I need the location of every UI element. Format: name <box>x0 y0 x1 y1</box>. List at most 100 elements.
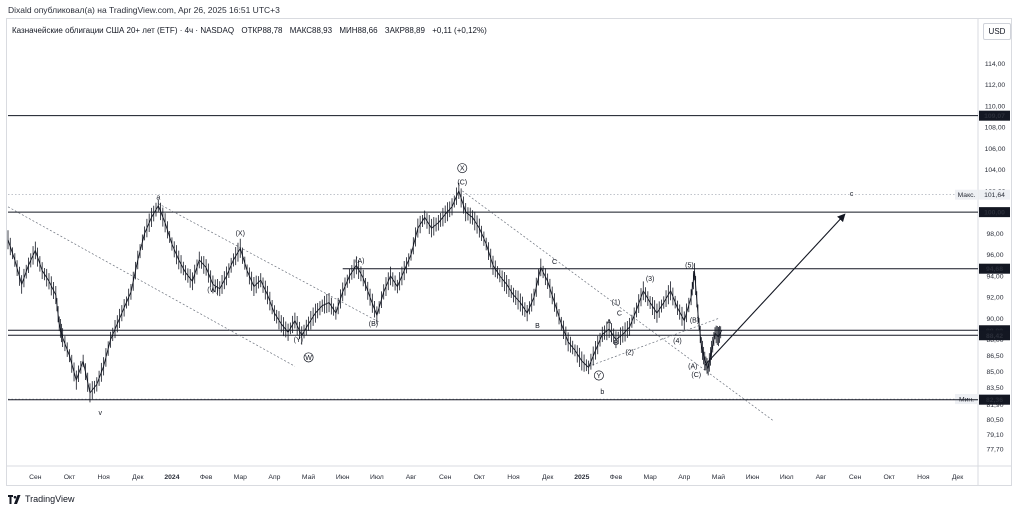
wave-label: (C) <box>457 179 467 186</box>
price-tick-label: 92,00 <box>986 295 1003 302</box>
time-tick-label: Сен <box>439 474 452 481</box>
horizontal-level-badge <box>979 394 1010 405</box>
time-tick-label: Ноя <box>507 474 520 481</box>
publisher-line: Dixald опубликовал(а) на TradingView.com… <box>8 5 280 15</box>
wave-label: (X) <box>236 231 245 238</box>
dotted-level-tag: Макс. <box>958 192 976 199</box>
wave-label: (B) <box>369 321 378 328</box>
wave-label: b <box>600 389 604 396</box>
price-tick-label: 98,00 <box>986 231 1003 238</box>
wave-label: B <box>614 340 619 347</box>
wave-label: (W) <box>207 287 218 294</box>
time-tick-label: Мар <box>643 474 657 481</box>
time-tick-label: Апр <box>678 474 690 481</box>
horizontal-level-badge <box>979 263 1010 274</box>
wave-label: (2) <box>625 350 634 357</box>
wave-label: C <box>617 310 622 317</box>
time-tick-label: Июн <box>336 474 350 481</box>
price-tick-label: 90,00 <box>986 316 1003 323</box>
price-series-line <box>7 190 723 394</box>
time-tick-label: Фев <box>610 474 623 481</box>
wave-label: (A) <box>355 258 364 265</box>
wave-label: A <box>607 319 612 326</box>
dotted-level-tag-bg <box>955 394 978 405</box>
legend-high: МАКС88,93 <box>289 26 333 35</box>
wave-label: (5) <box>685 262 694 269</box>
time-tick-label: Июл <box>370 474 384 481</box>
time-tick-label: Дек <box>132 474 143 481</box>
time-tick-label: Ноя <box>917 474 930 481</box>
wave-label: W <box>305 355 312 362</box>
time-tick-label: Сен <box>29 474 42 481</box>
dotted-level-badge <box>979 189 1010 200</box>
wave-label: (C) <box>691 372 701 379</box>
horizontal-level-value: 88,42 <box>986 333 1003 340</box>
time-tick-label: Апр <box>268 474 280 481</box>
time-tick-label: Окт <box>64 474 75 481</box>
horizontal-level-value: 100,00 <box>984 210 1005 217</box>
time-tick-label: Авг <box>406 474 417 481</box>
tradingview-logo-icon <box>8 494 21 504</box>
price-tick-label: 110,00 <box>985 103 1006 110</box>
dotted-level-value: 101,64 <box>984 192 1005 199</box>
wave-label: (3) <box>646 276 655 283</box>
time-tick-label: Мар <box>234 474 248 481</box>
chart-frame <box>6 18 1012 486</box>
wave-label: C <box>552 259 557 266</box>
dotted-level-tag-bg <box>955 189 978 200</box>
price-tick-label: 96,00 <box>986 252 1003 259</box>
horizontal-level-badge <box>979 207 1010 218</box>
wave-label: (4) <box>673 338 682 345</box>
horizontal-level-value: 109,07 <box>984 113 1005 120</box>
time-tick-label: Июн <box>746 474 760 481</box>
trend-line <box>588 318 719 367</box>
time-tick-label: Окт <box>474 474 485 481</box>
legend-low: МИН88,66 <box>339 26 378 35</box>
wave-label: a <box>156 194 160 201</box>
price-tick-label: 81,90 <box>986 402 1003 409</box>
time-tick-label: Май <box>302 473 316 481</box>
projection-arrow <box>704 213 846 366</box>
price-tick-label: 88,00 <box>986 337 1003 344</box>
price-tick-label: 114,00 <box>985 61 1006 68</box>
price-tick-label: 112,00 <box>985 82 1006 89</box>
time-tick-label: 2025 <box>574 474 589 481</box>
legend-close: ЗАКР88,89 <box>384 26 425 35</box>
trend-line <box>158 203 381 324</box>
wave-label: Y <box>597 373 602 380</box>
price-tick-label: 80,50 <box>986 417 1003 424</box>
price-tick-label: 104,00 <box>985 167 1006 174</box>
wave-label: (Y) <box>294 337 303 344</box>
price-tick-label: 83,50 <box>986 385 1003 392</box>
legend-open: ОТКР88,78 <box>241 26 283 35</box>
price-tick-label: 86,50 <box>986 353 1003 360</box>
wave-label: v <box>98 410 102 417</box>
price-tick-label: 108,00 <box>985 125 1006 132</box>
wave-label-circle <box>593 370 604 381</box>
time-tick-label: Фев <box>200 474 213 481</box>
footer-brand: TradingView <box>8 494 75 504</box>
time-tick-label: Окт <box>883 474 894 481</box>
time-tick-label: 2024 <box>164 474 179 481</box>
trend-line <box>462 190 774 421</box>
price-tick-label: 77,70 <box>986 447 1003 454</box>
wave-label-circle <box>457 163 468 174</box>
wave-label-circle <box>303 352 314 363</box>
wave-label: X <box>460 166 465 173</box>
time-tick-label: Дек <box>542 474 553 481</box>
currency-button[interactable]: USD <box>983 23 1011 40</box>
price-tick-label: 106,00 <box>985 146 1006 153</box>
wave-label: B <box>535 323 540 330</box>
price-tick-label: 94,00 <box>986 273 1003 280</box>
wave-label: (1) <box>612 300 621 307</box>
symbol-legend: Казначейские облигации США 20+ лет (ETF)… <box>12 26 492 35</box>
time-tick-label: Дек <box>952 474 963 481</box>
legend-change: +0,11 (+0,12%) <box>432 26 487 35</box>
price-tick-label: 79,10 <box>986 432 1003 439</box>
horizontal-level-value: 94,68 <box>986 266 1003 273</box>
time-tick-label: Авг <box>816 474 827 481</box>
time-tick-label: Ноя <box>97 474 110 481</box>
horizontal-level-value: 82,36 <box>986 397 1003 404</box>
legend-title: Казначейские облигации США 20+ лет (ETF)… <box>12 26 235 35</box>
